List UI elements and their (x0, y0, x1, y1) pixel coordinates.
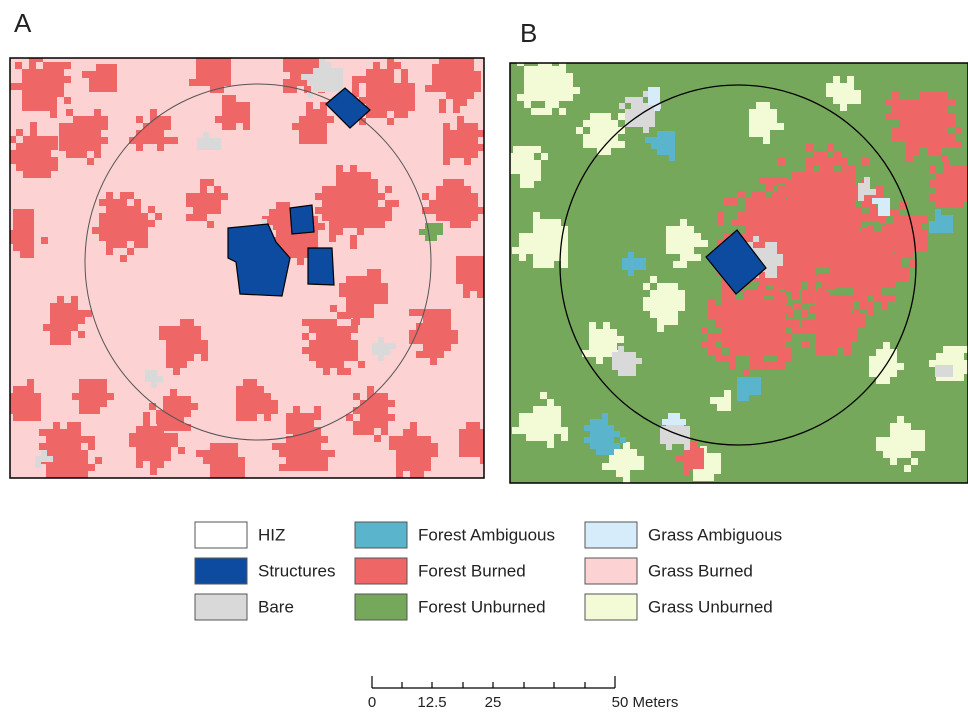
scale-bar (372, 676, 615, 688)
scale-label: 25 (485, 694, 502, 711)
legend-label: Forest Unburned (418, 597, 546, 616)
land-cover (346, 386, 395, 442)
legend-label: Grass Ambiguous (648, 525, 782, 544)
scale-label: 50 Meters (612, 694, 679, 711)
legend-label: Forest Burned (418, 561, 526, 580)
structure (308, 248, 334, 285)
legend-swatch (585, 558, 637, 584)
legend-label: Grass Burned (648, 561, 753, 580)
legend-swatch (585, 522, 637, 548)
legend-label: Bare (258, 597, 294, 616)
land-cover (929, 159, 968, 208)
panel-label: A (14, 8, 32, 38)
legend-label: Structures (258, 561, 335, 580)
legend-label: Grass Unburned (648, 597, 773, 616)
legend-swatch (195, 558, 247, 584)
structure (290, 205, 314, 234)
legend-swatch (585, 594, 637, 620)
panel-label: B (520, 18, 537, 48)
land-cover (935, 365, 953, 377)
legend-swatch (195, 522, 247, 548)
legend-swatch (195, 594, 247, 620)
legend-label: HIZ (258, 525, 285, 544)
legend-swatch (355, 594, 407, 620)
legend: HIZ Structures Bare Forest Ambiguous Forest … (195, 522, 782, 620)
scale-label: 12.5 (417, 694, 446, 711)
figure: A B HIZ Structures Bare Forest Ambiguous For… (0, 0, 968, 712)
scale-label: 0 (368, 694, 376, 711)
map-a (0, 44, 498, 492)
legend-swatch (355, 558, 407, 584)
legend-swatch (355, 522, 407, 548)
legend-label: Forest Ambiguous (418, 525, 555, 544)
map-b (506, 45, 968, 484)
